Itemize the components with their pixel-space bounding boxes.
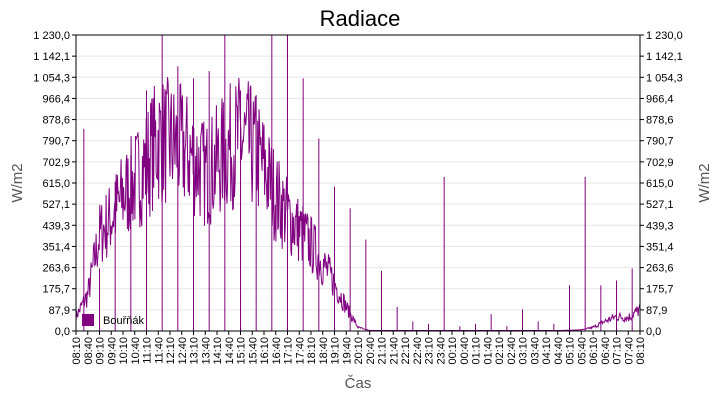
y-tick-label: 790,7 [646, 136, 674, 148]
y-tick-label: 175,7 [42, 284, 70, 296]
x-tick-label: 18:10 [306, 337, 318, 365]
y-tick-label: 966,4 [42, 93, 70, 105]
x-tick-label: 01:40 [482, 337, 494, 365]
x-tick-label: 06:40 [600, 337, 612, 365]
x-tick-label: 17:40 [294, 337, 306, 365]
x-tick-label: 08:40 [83, 337, 95, 365]
y-tick-label: 1 230,0 [646, 30, 683, 42]
y-tick-label: 1 054,3 [646, 72, 683, 84]
y-axis-right: 0,0 87,9 175,7 263,6 351,4 439,3 527,1 615,0 702… [640, 30, 683, 338]
y-tick-label: 1 054,3 [33, 72, 70, 84]
legend: Bouřňák [82, 314, 144, 327]
y-axis-title-right: W/m2 [696, 163, 713, 202]
y-tick-label: 0,0 [646, 326, 661, 338]
x-tick-label: 11:10 [142, 337, 154, 364]
x-tick-label: 23:10 [424, 337, 436, 365]
x-tick-label: 07:10 [612, 337, 624, 365]
x-tick-label: 22:10 [400, 337, 412, 365]
x-tick-label: 22:40 [412, 337, 424, 365]
y-axis-left: 0,0 87,9 175,7 263,6 351,4 439,3 527,1 615,0 702… [33, 30, 76, 338]
x-tick-label: 08:10 [635, 337, 647, 365]
x-tick-label: 19:40 [341, 337, 353, 365]
x-tick-label: 09:10 [95, 337, 107, 365]
x-tick-label: 02:40 [506, 337, 518, 365]
x-tick-label: 07:40 [623, 337, 635, 365]
x-tick-label: 18:40 [318, 337, 330, 365]
y-tick-label: 966,4 [646, 93, 674, 105]
x-tick-label: 03:40 [529, 337, 541, 365]
x-axis-title: Čas [345, 375, 372, 392]
x-tick-label: 02:10 [494, 337, 506, 365]
x-tick-label: 23:40 [435, 337, 447, 365]
y-tick-label: 615,0 [42, 178, 70, 190]
y-axis-title-left: W/m2 [9, 163, 26, 202]
x-tick-label: 03:10 [518, 337, 530, 365]
x-tick-label: 16:10 [259, 337, 271, 365]
y-tick-label: 0,0 [55, 326, 70, 338]
y-tick-label: 351,4 [42, 241, 70, 253]
x-tick-label: 15:40 [247, 337, 259, 365]
x-tick-label: 05:40 [576, 337, 588, 365]
x-tick-label: 12:40 [177, 337, 189, 365]
y-tick-label: 263,6 [646, 263, 674, 275]
x-tick-label: 10:10 [118, 337, 130, 365]
x-tick-label: 00:10 [447, 337, 459, 365]
x-tick-label: 19:10 [330, 337, 342, 365]
y-tick-label: 702,9 [646, 157, 674, 169]
y-tick-label: 263,6 [42, 263, 70, 275]
y-tick-label: 1 230,0 [33, 30, 70, 42]
y-tick-label: 351,4 [646, 241, 674, 253]
y-tick-label: 878,6 [42, 115, 70, 127]
y-tick-label: 1 142,1 [646, 51, 683, 63]
y-tick-label: 175,7 [646, 284, 674, 296]
x-tick-label: 06:10 [588, 337, 600, 365]
x-tick-label: 09:40 [106, 337, 118, 365]
y-tick-label: 87,9 [646, 305, 667, 317]
chart-title: Radiace [320, 6, 401, 31]
y-tick-label: 439,3 [646, 220, 674, 232]
y-tick-label: 702,9 [42, 157, 70, 169]
y-tick-label: 527,1 [646, 199, 674, 211]
legend-label: Bouřňák [103, 315, 144, 327]
legend-swatch [82, 314, 94, 326]
x-tick-label: 20:40 [365, 337, 377, 365]
x-tick-label: 17:10 [283, 337, 295, 365]
x-tick-label: 16:40 [271, 337, 283, 365]
x-tick-label: 12:10 [165, 337, 177, 365]
x-axis: 08:10 08:40 09:10 09:40 10:10 10:40 11:10 11:40… [71, 331, 647, 365]
y-tick-label: 439,3 [42, 220, 70, 232]
y-tick-label: 1 142,1 [33, 51, 70, 63]
y-tick-label: 527,1 [42, 199, 70, 211]
x-tick-label: 13:10 [189, 337, 201, 365]
x-tick-label: 14:40 [224, 337, 236, 365]
x-tick-label: 14:10 [212, 337, 224, 365]
x-tick-label: 10:40 [130, 337, 142, 365]
x-tick-label: 05:10 [565, 337, 577, 365]
x-tick-label: 00:40 [459, 337, 471, 365]
x-tick-label: 01:10 [471, 337, 483, 365]
y-tick-label: 790,7 [42, 136, 70, 148]
x-tick-label: 21:40 [388, 337, 400, 365]
x-tick-label: 13:40 [200, 337, 212, 365]
x-tick-label: 11:40 [153, 337, 165, 364]
x-tick-label: 04:40 [553, 337, 565, 365]
y-tick-label: 878,6 [646, 115, 674, 127]
x-tick-label: 21:10 [377, 337, 389, 365]
x-tick-label: 04:10 [541, 337, 553, 365]
series-radiace [75, 35, 641, 331]
x-tick-label: 20:10 [353, 337, 365, 365]
y-tick-label: 87,9 [49, 305, 70, 317]
y-tick-label: 615,0 [646, 178, 674, 190]
x-tick-label: 15:10 [236, 337, 248, 365]
x-tick-label: 08:10 [71, 337, 83, 365]
